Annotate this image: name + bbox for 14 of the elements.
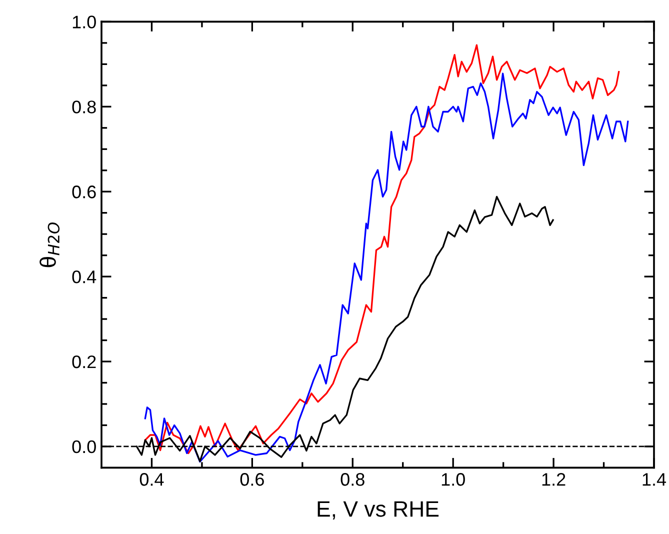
x-tick-label: 0.8 (340, 473, 364, 486)
x-tick-label: 0.4 (140, 473, 164, 486)
x-tick-label: 0.6 (240, 473, 264, 486)
y-axis-title: θ$_{H2O}$ (40, 222, 60, 268)
x-tick-label: 1.2 (542, 473, 566, 486)
y-tick-label: 0.6 (72, 186, 96, 198)
y-tick-label: 1.0 (72, 16, 96, 28)
x-tick-label: 1.4 (642, 473, 666, 486)
y-tick-label: 0.8 (72, 100, 96, 114)
y-tick-label: 0.4 (72, 270, 96, 284)
y-tick-label: 0.0 (72, 440, 96, 454)
x-tick-label: 1.0 (442, 473, 465, 486)
y-tick-label: 0.2 (72, 355, 96, 368)
x-axis-title: E, V vs RHE (318, 501, 439, 520)
